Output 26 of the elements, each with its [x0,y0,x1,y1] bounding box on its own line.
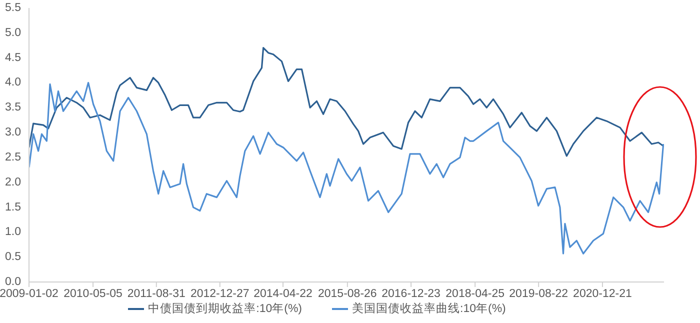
x-tick-label: 2018-04-25 [446,288,504,300]
y-tick-label: 4.5 [5,52,21,64]
x-tick-label: 2016-12-23 [382,288,440,300]
legend-label: 美国国债收益率曲线:10年(%) [352,303,506,316]
x-tick-label: 2015-08-26 [318,288,377,300]
y-tick-label: 3.5 [5,102,21,114]
y-tick-label: 2.5 [5,151,21,164]
x-tick-label: 2010-05-05 [64,288,122,300]
y-tick-label: 2.0 [5,176,21,188]
line-series [29,47,664,157]
y-tick-label: 0.5 [5,251,21,264]
x-tick-label: 2020-12-21 [573,288,632,300]
x-tick-label: 2019-08-22 [509,288,568,300]
y-tick-label: 4.0 [5,76,21,89]
y-tick-label: 5.5 [5,2,21,14]
line-series [29,82,664,254]
x-tick-label: 2009-01-02 [0,288,58,300]
x-tick-label: 2014-04-22 [254,288,312,300]
y-tick-label: 1.0 [5,226,21,238]
x-tick-label: 2012-12-27 [190,288,250,300]
y-tick-label: 3.0 [5,126,21,139]
y-tick-label: 0.0 [5,276,21,288]
y-tick-label: 5.0 [5,26,21,39]
y-tick-label: 1.5 [5,201,21,214]
x-tick-label: 2011-08-31 [127,288,186,300]
legend-label: 中债国债到期收益率:10年(%) [148,303,302,316]
